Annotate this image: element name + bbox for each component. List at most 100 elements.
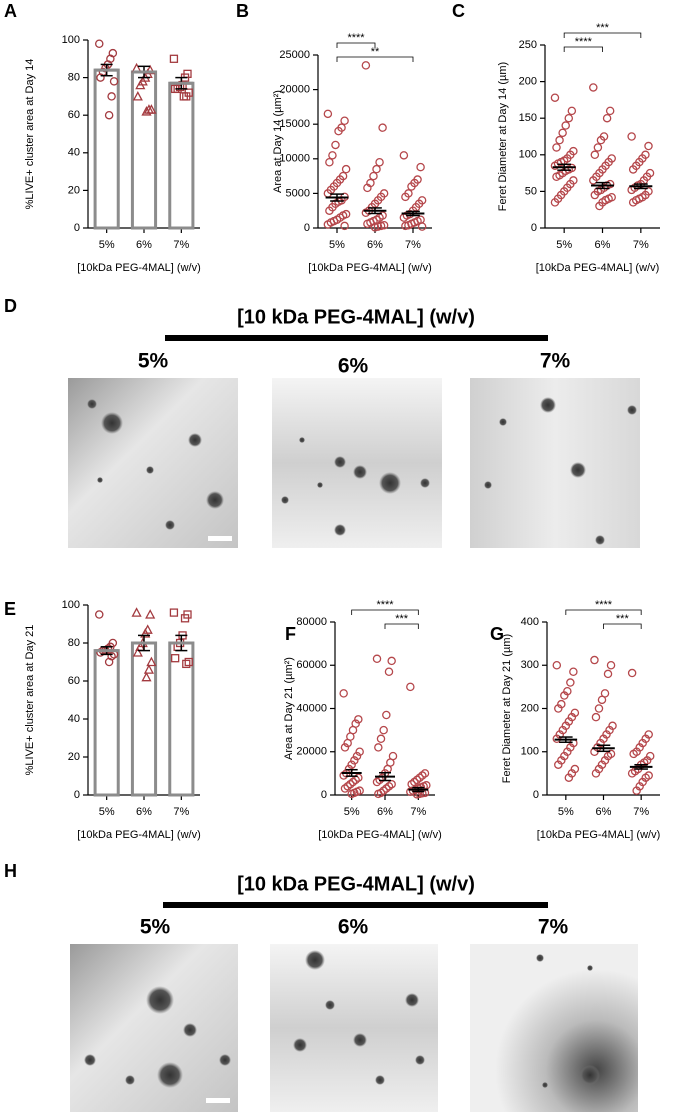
micrograph xyxy=(270,944,438,1112)
data-point xyxy=(628,198,638,207)
x-tick-label: 6% xyxy=(136,239,152,251)
x-axis-label: [10kDa PEG-4MAL] (w/v) xyxy=(77,262,200,274)
x-tick-label: 5% xyxy=(99,239,115,251)
panel-letter: E xyxy=(4,599,16,619)
data-point xyxy=(550,93,560,102)
data-point xyxy=(323,109,333,119)
y-tick-label: 80000 xyxy=(296,616,327,628)
data-point xyxy=(347,789,356,799)
significance-bracket xyxy=(351,609,419,615)
title-bar xyxy=(163,902,548,908)
x-axis-label: [10kDa PEG-4MAL] (w/v) xyxy=(318,829,441,841)
data-point xyxy=(104,657,114,667)
y-tick-label: 0 xyxy=(321,789,327,801)
row-title: [10 kDa PEG-4MAL] (w/v) xyxy=(237,873,475,895)
y-tick-label: 40000 xyxy=(296,702,327,714)
data-point xyxy=(412,775,422,785)
data-point xyxy=(589,176,598,185)
image-label: 7% xyxy=(540,350,571,373)
data-point xyxy=(374,789,383,799)
y-tick-label: 50 xyxy=(525,185,537,197)
y-tick-label: 5000 xyxy=(286,187,310,199)
data-point xyxy=(375,158,384,167)
x-tick-label: 5% xyxy=(99,806,115,818)
image-row: D [10 kDa PEG-4MAL] (w/v) 5% 6% 7% xyxy=(4,296,640,548)
data-point xyxy=(552,143,561,152)
significance-label: ** xyxy=(371,46,380,58)
data-point xyxy=(384,667,394,676)
data-point xyxy=(550,198,560,207)
y-tick-label: 200 xyxy=(521,702,539,714)
title-bar xyxy=(165,335,548,341)
data-point xyxy=(554,760,563,769)
data-point xyxy=(107,92,116,101)
data-point xyxy=(560,691,569,700)
data-point xyxy=(343,782,352,791)
data-point xyxy=(384,782,394,791)
micrograph xyxy=(272,378,442,548)
data-point xyxy=(95,39,104,49)
data-point xyxy=(590,150,600,160)
significance-label: **** xyxy=(347,32,365,44)
data-point xyxy=(323,220,333,229)
significance-label: **** xyxy=(595,599,613,611)
data-point xyxy=(182,659,191,669)
data-point xyxy=(328,151,337,160)
data-point xyxy=(143,664,155,674)
data-point xyxy=(382,784,391,793)
data-point xyxy=(95,610,104,619)
x-tick-label: 6% xyxy=(596,806,612,818)
y-tick-label: 100 xyxy=(519,149,537,161)
data-point xyxy=(355,747,364,757)
data-point xyxy=(132,91,143,101)
data-point xyxy=(378,773,387,782)
data-point xyxy=(401,221,410,231)
data-point xyxy=(340,784,350,793)
x-tick-label: 5% xyxy=(556,239,572,251)
y-axis-label: Feret Diameter at Day 21 (µm) xyxy=(501,634,513,783)
data-point xyxy=(370,223,380,232)
y-tick-label: 300 xyxy=(521,659,539,671)
panel-letter: H xyxy=(4,861,17,881)
data-point xyxy=(179,92,188,101)
x-tick-label: 7% xyxy=(173,239,189,251)
data-point xyxy=(627,769,637,778)
x-tick-label: 7% xyxy=(173,806,189,818)
x-tick-label: 6% xyxy=(136,806,152,818)
data-point xyxy=(372,654,382,664)
data-point xyxy=(632,786,641,795)
data-point xyxy=(552,172,561,182)
chart: C 0 50 100 150 200 250 5% 6% 7% [10kDa PEG-4MAL] (… xyxy=(452,1,660,274)
data-point xyxy=(346,779,355,789)
x-tick-label: 7% xyxy=(633,806,649,818)
x-tick-label: 7% xyxy=(633,239,649,251)
data-point xyxy=(593,143,603,152)
data-point xyxy=(171,654,180,663)
y-tick-label: 200 xyxy=(519,76,537,88)
data-point xyxy=(564,113,574,123)
data-point xyxy=(103,644,113,653)
data-point xyxy=(603,669,613,679)
data-point xyxy=(341,164,351,174)
y-tick-label: 0 xyxy=(533,789,539,801)
x-axis-label: [10kDa PEG-4MAL] (w/v) xyxy=(77,829,200,841)
y-tick-label: 100 xyxy=(62,599,80,611)
data-point xyxy=(145,609,156,619)
data-point xyxy=(131,607,142,617)
data-point xyxy=(399,151,409,160)
y-tick-label: 80 xyxy=(68,72,80,84)
data-point xyxy=(140,628,151,638)
data-point xyxy=(407,182,416,191)
data-point xyxy=(354,773,363,782)
data-point xyxy=(415,773,424,782)
data-point xyxy=(552,661,562,670)
x-tick-label: 5% xyxy=(329,239,345,251)
data-point xyxy=(372,777,382,787)
data-point xyxy=(401,192,410,202)
data-point xyxy=(334,126,343,136)
y-tick-label: 60 xyxy=(68,675,80,687)
data-point xyxy=(340,221,349,231)
y-axis-label: Area at Day 21 (µm²) xyxy=(283,657,295,760)
y-tick-label: 40 xyxy=(68,713,80,725)
data-point xyxy=(382,710,391,720)
